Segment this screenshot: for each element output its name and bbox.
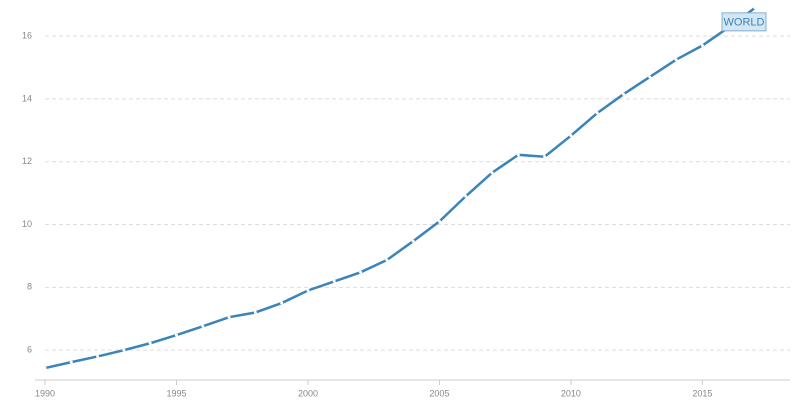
point [490,171,494,175]
point [700,44,704,48]
point [569,134,573,138]
point [43,366,47,370]
x-tick-label: 1995 [166,388,186,398]
point [622,92,626,96]
point [359,270,363,274]
point [227,315,231,319]
y-tick-label: 8 [27,282,32,292]
point [595,111,599,115]
series-label: WORLD [721,12,767,32]
point [280,301,284,305]
x-tick-label: 1990 [35,388,55,398]
point [516,153,520,157]
point [96,354,100,358]
point [69,360,73,364]
point [385,258,389,262]
y-tick-label: 16 [22,30,32,40]
point [411,239,415,243]
series-label-text: WORLD [724,16,765,28]
point [648,75,652,79]
y-tick-label: 14 [22,93,32,103]
point [332,279,336,283]
x-tick-label: 2000 [298,388,318,398]
point [674,58,678,62]
point [753,6,757,10]
y-tick-label: 10 [22,219,32,229]
line [44,6,756,370]
point [437,219,441,223]
point [148,341,152,345]
point [201,324,205,328]
point [464,194,468,198]
point [306,288,310,292]
point [122,348,126,352]
point [543,155,547,159]
y-tick-label: 12 [22,156,32,166]
x-tick-label: 2015 [692,388,712,398]
x-tick-label: 2005 [429,388,449,398]
point [253,310,257,314]
y-tick-label: 6 [27,345,32,355]
x-tick-label: 2010 [561,388,581,398]
point [174,333,178,337]
series-label-box [721,12,767,32]
